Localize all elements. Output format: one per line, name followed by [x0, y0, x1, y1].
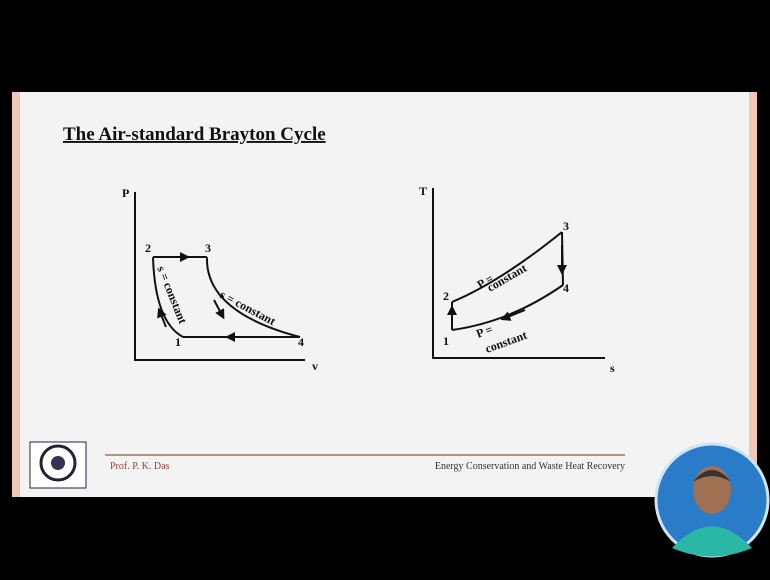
video-frame: The Air-standard Brayton Cycle P v 1 2 3… [0, 0, 770, 580]
point-label: 2 [145, 241, 151, 255]
slide-title: The Air-standard Brayton Cycle [63, 124, 326, 145]
axis-label: s [610, 361, 615, 375]
point-label: 1 [175, 335, 181, 349]
logo-center [51, 456, 65, 470]
point-label: 3 [205, 241, 211, 255]
page: The Air-standard Brayton Cycle P v 1 2 3… [0, 0, 770, 580]
slide [20, 92, 749, 497]
logo [30, 442, 86, 488]
point-label: 4 [298, 335, 304, 349]
point-label: 2 [443, 289, 449, 303]
axis-label: T [419, 184, 427, 198]
point-label: 1 [443, 334, 449, 348]
presenter-video [656, 444, 768, 557]
point-label: 4 [563, 281, 569, 295]
footer-author: Prof. P. K. Das [110, 461, 170, 472]
axis-label: P [122, 186, 129, 200]
footer-course: Energy Conservation and Waste Heat Recov… [435, 461, 625, 472]
point-label: 3 [563, 219, 569, 233]
axis-label: v [312, 359, 318, 373]
